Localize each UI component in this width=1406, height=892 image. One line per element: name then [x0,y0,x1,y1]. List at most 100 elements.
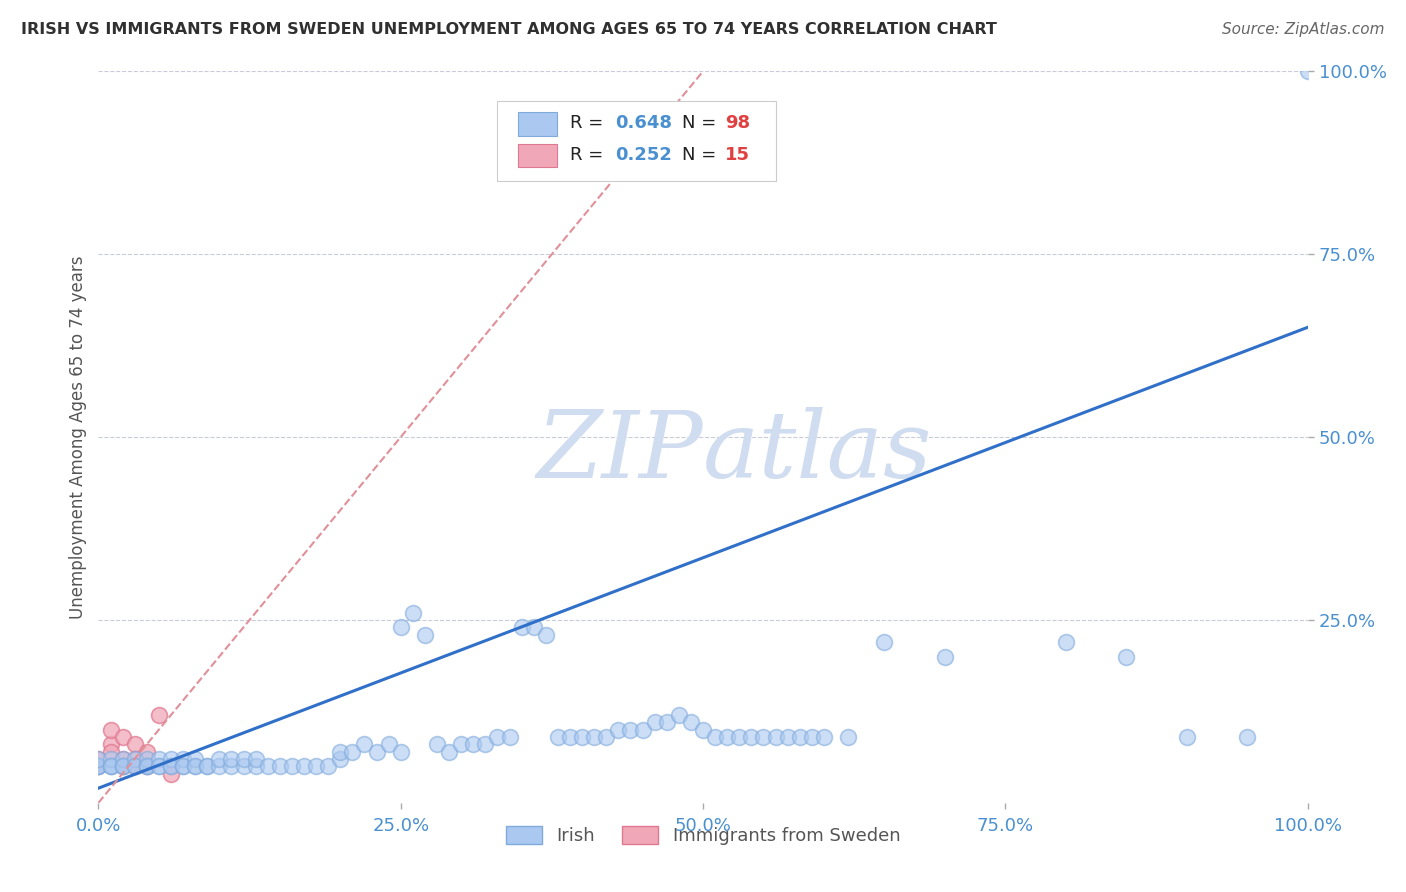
Point [316,759,339,773]
Point [100,737,122,751]
Point [329,745,352,759]
Point [100,759,122,773]
Text: R =: R = [569,114,609,132]
Point [377,737,399,751]
Point [837,730,859,744]
Point [595,730,617,744]
Point [329,752,352,766]
Point [172,752,194,766]
Point [87,759,110,773]
Point [547,730,569,744]
Point [934,649,956,664]
Text: 15: 15 [724,145,749,164]
Point [426,737,449,751]
Point [135,745,157,759]
Point [160,766,183,780]
Text: atlas: atlas [703,407,932,497]
Text: 0.648: 0.648 [614,114,672,132]
Point [366,745,388,759]
Point [184,759,207,773]
Point [100,752,122,766]
Point [195,759,218,773]
Point [100,723,122,737]
Point [704,730,727,744]
Point [135,752,157,766]
Point [232,752,254,766]
Point [292,759,315,773]
Text: 98: 98 [724,114,749,132]
Point [87,759,110,773]
Point [679,715,702,730]
Point [148,759,170,773]
Point [124,752,146,766]
Text: N =: N = [682,114,723,132]
Point [87,759,110,773]
Point [87,752,110,766]
Point [474,737,496,751]
Point [172,759,194,773]
Point [160,752,183,766]
Point [1296,64,1319,78]
Point [402,606,425,620]
Point [221,759,243,773]
Point [111,730,134,744]
Point [571,730,593,744]
Y-axis label: Unemployment Among Ages 65 to 74 years: Unemployment Among Ages 65 to 74 years [69,255,87,619]
Point [111,759,134,773]
Point [789,730,811,744]
Point [124,759,146,773]
Point [389,620,412,634]
Point [523,620,546,634]
Point [124,752,146,766]
Point [1115,649,1137,664]
Point [208,759,231,773]
Point [437,745,460,759]
Point [269,759,291,773]
Point [1236,730,1258,744]
Point [644,715,666,730]
Point [135,759,157,773]
Point [558,730,581,744]
Point [728,730,751,744]
Legend: Irish, Immigrants from Sweden: Irish, Immigrants from Sweden [506,826,900,845]
Point [655,715,678,730]
Point [172,759,194,773]
Point [124,759,146,773]
FancyBboxPatch shape [517,144,557,167]
Text: R =: R = [569,145,609,164]
FancyBboxPatch shape [498,101,776,181]
Point [668,708,690,723]
Point [135,759,157,773]
Point [607,723,630,737]
Text: IRISH VS IMMIGRANTS FROM SWEDEN UNEMPLOYMENT AMONG AGES 65 TO 74 YEARS CORRELATI: IRISH VS IMMIGRANTS FROM SWEDEN UNEMPLOY… [21,22,997,37]
Point [111,759,134,773]
Point [486,730,509,744]
Point [776,730,799,744]
Point [1175,730,1198,744]
Point [135,759,157,773]
Point [765,730,787,744]
Point [87,752,110,766]
Text: Source: ZipAtlas.com: Source: ZipAtlas.com [1222,22,1385,37]
Point [135,759,157,773]
Point [619,723,641,737]
Point [100,759,122,773]
Point [281,759,304,773]
Point [245,759,267,773]
Text: 0.252: 0.252 [614,145,672,164]
Point [740,730,762,744]
Point [389,745,412,759]
Point [111,759,134,773]
Point [873,635,896,649]
Point [111,752,134,766]
Point [111,752,134,766]
Point [208,752,231,766]
Point [534,627,557,641]
Text: ZIP: ZIP [536,407,703,497]
Point [800,730,823,744]
Point [342,745,364,759]
Point [631,723,654,737]
Point [450,737,472,751]
Point [813,730,835,744]
Point [100,745,122,759]
